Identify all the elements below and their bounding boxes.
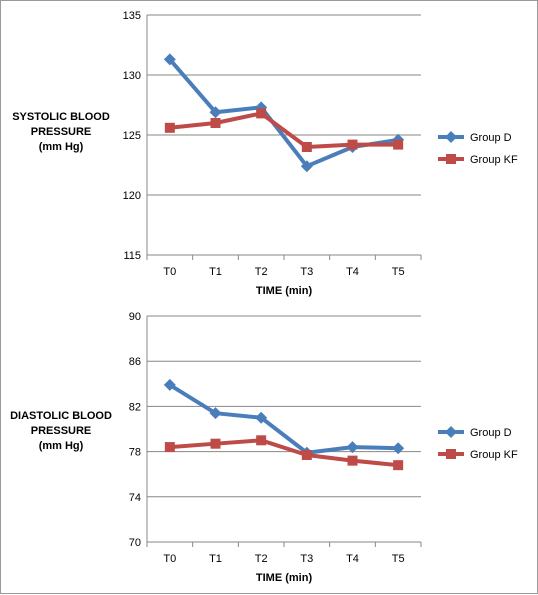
y-axis-title: SYSTOLIC BLOOD PRESSURE (mm Hg) — [12, 111, 110, 153]
data-point — [209, 407, 222, 420]
x-tick-label: T3 — [300, 553, 313, 565]
legend-label: Group KF — [470, 154, 518, 166]
data-point — [393, 139, 404, 150]
legend-label: Group D — [470, 132, 512, 144]
data-point — [164, 122, 175, 133]
legend-swatch-marker — [445, 131, 457, 143]
y-tick-label: 78 — [129, 447, 141, 459]
data-point — [256, 108, 267, 119]
y-tick-label: 130 — [123, 70, 141, 82]
x-axis-title: TIME (min) — [256, 285, 313, 297]
series-line-1 — [168, 383, 399, 455]
x-tick-label: T4 — [346, 553, 359, 565]
y-tick-label: 115 — [123, 250, 141, 262]
x-tick-label: T2 — [255, 266, 268, 278]
legend-swatch-marker — [445, 426, 457, 438]
data-point — [346, 441, 359, 454]
x-tick-label: T0 — [163, 553, 176, 565]
legend-label: Group KF — [470, 449, 518, 461]
data-point — [392, 442, 405, 455]
x-tick-label: T5 — [392, 266, 405, 278]
y-tick-label: 135 — [123, 10, 141, 22]
data-point — [256, 435, 267, 446]
y-tick-label: 120 — [123, 190, 141, 202]
x-tick-label: T1 — [209, 553, 222, 565]
series-line-2 — [169, 438, 399, 468]
data-point — [393, 460, 404, 471]
data-point — [255, 411, 268, 424]
y-tick-label: 90 — [129, 311, 141, 323]
data-point — [301, 142, 312, 152]
data-point — [163, 378, 176, 391]
y-tick-label: 82 — [129, 401, 141, 413]
data-point — [300, 160, 313, 173]
y-tick-label: 74 — [129, 492, 141, 504]
data-point — [209, 106, 222, 119]
chart-1: 115 120 125 130 135 T0 T1 T2 T3 T4 T5 TIME (min) SYS… — [12, 10, 518, 297]
x-tick-label: T0 — [163, 266, 176, 278]
x-axis-title: TIME (min) — [256, 572, 313, 584]
legend-swatch-marker — [446, 449, 456, 459]
y-tick-label: 125 — [123, 130, 141, 142]
series-line-2 — [169, 111, 399, 149]
legend-label: Group D — [470, 427, 512, 439]
x-tick-label: T5 — [392, 553, 405, 565]
chart-2: 70 74 78 82 86 90 T0 T1 T2 T3 T4 T5 TIME (min) DIASTO… — [10, 311, 518, 584]
data-point — [163, 53, 176, 66]
y-tick-label: 70 — [129, 537, 141, 549]
y-tick-label: 86 — [129, 356, 141, 368]
data-point — [347, 139, 358, 150]
x-tick-label: T3 — [300, 266, 313, 278]
data-point — [210, 438, 221, 449]
data-point — [347, 455, 358, 466]
x-tick-label: T4 — [346, 266, 359, 278]
legend-swatch-marker — [446, 154, 456, 164]
x-tick-label: T2 — [255, 553, 268, 565]
data-point — [210, 118, 221, 128]
data-point — [164, 442, 175, 453]
x-tick-label: T1 — [209, 266, 222, 278]
data-point — [301, 449, 312, 460]
y-axis-title: DIASTOLIC BLOOD PRESSURE (mm Hg) — [10, 410, 112, 452]
